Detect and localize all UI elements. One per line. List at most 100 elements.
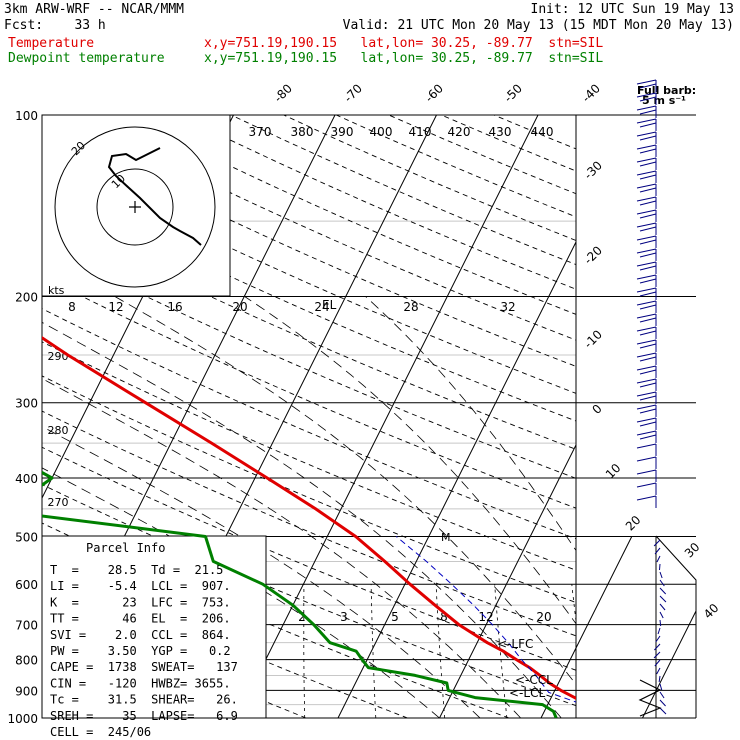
wind-barb-flag — [639, 96, 657, 102]
wind-barb — [636, 378, 657, 391]
wind-barb — [636, 157, 657, 170]
dry-adiabat — [42, 446, 576, 671]
mixing-ratio-label: 8 — [440, 610, 448, 624]
isotherm-extension — [576, 536, 633, 650]
legend-dewpoint-label: Dewpoint temperature — [8, 51, 165, 66]
wind-barb-flag — [639, 187, 657, 193]
wind-barb-flag — [636, 313, 657, 319]
el-marker: EL — [322, 298, 337, 312]
wind-barb-flag — [639, 135, 657, 141]
wind-barb-flag — [636, 248, 657, 254]
wind-barb — [636, 261, 657, 274]
isotherm-line — [439, 443, 576, 718]
wind-barb-flag — [639, 382, 657, 388]
isotherm-label: 20 — [623, 513, 644, 534]
plot-frame — [41, 114, 577, 719]
wind-barb — [636, 248, 657, 261]
theta-label-left: 270 — [48, 496, 69, 509]
wind-barb — [636, 313, 657, 326]
parcel-info-row: PW = 3.50 YGP = 0.2 — [50, 644, 231, 658]
parcel-info-row: Tc = 31.5 SHEAR= 26. — [50, 693, 238, 707]
wind-barb-lower — [657, 627, 661, 635]
wind-barb — [636, 222, 657, 235]
isotherm-label: -40 — [579, 81, 603, 105]
wind-barb-lower — [654, 547, 661, 555]
wind-barb-flag — [639, 213, 657, 219]
wind-barb-flag — [636, 339, 657, 345]
wind-barb — [636, 274, 657, 287]
wind-barb-flag — [639, 434, 657, 440]
mixing-ratio-label: 3 — [340, 610, 348, 624]
wind-barb — [636, 404, 657, 417]
wind-barb-flag — [636, 261, 657, 267]
wind-barb-lower — [658, 675, 661, 683]
mixing-ratio-label: 12 — [478, 610, 493, 624]
pressure-tick-label: 800 — [15, 654, 38, 668]
mixing-ratio-label: 20 — [232, 300, 247, 314]
dry-adiabat — [42, 125, 576, 367]
parcel-info-row: CIN = -120 HWBZ= 3655. — [50, 676, 231, 690]
wind-barb — [636, 79, 657, 92]
wind-barb-flag — [639, 330, 657, 336]
theta-label: 400 — [370, 125, 393, 139]
wind-barb-flag — [636, 326, 657, 332]
isotherm-label: 40 — [701, 601, 722, 622]
isotherm-label: -50 — [501, 81, 525, 105]
isotherm-label: -80 — [271, 81, 295, 105]
wind-barb — [636, 495, 657, 508]
dry-adiabat — [42, 341, 576, 571]
wind-barb-flag — [636, 495, 657, 501]
wind-barb — [636, 92, 657, 105]
wind-barb — [636, 365, 657, 378]
wind-barb — [636, 391, 657, 404]
isotherm-line — [337, 240, 576, 718]
wind-barb-flag — [636, 443, 657, 449]
mixing-ratio-label: 5 — [391, 610, 399, 624]
wind-barb-flag — [636, 352, 657, 358]
wind-barb-flag — [636, 118, 657, 124]
wind-barb-flag — [636, 482, 657, 488]
wind-barb-flag — [636, 92, 657, 98]
wind-barb — [636, 469, 657, 482]
wind-barb — [636, 326, 657, 339]
isotherm-label: -20 — [581, 243, 605, 267]
parcel-info-row: CELL = 245/06 — [50, 725, 151, 739]
dry-adiabat — [336, 115, 576, 218]
wind-barb-flag — [636, 144, 657, 150]
parcel-info-row: T = 28.5 Td = 21.5 — [50, 563, 223, 577]
wind-barb-flag — [636, 378, 657, 384]
mixing-ratio-label: 12 — [108, 300, 123, 314]
series-parcel-line — [395, 536, 576, 703]
wind-barb-lower — [659, 571, 663, 579]
wind-barb-flag — [639, 161, 657, 167]
wind-barb-flag — [636, 209, 657, 215]
wind-barb-flag — [636, 196, 657, 202]
pressure-tick-label: 700 — [15, 619, 38, 633]
m-marker: M — [441, 531, 451, 544]
pressure-tick-label: 1000 — [7, 712, 38, 726]
hodograph-trace — [107, 147, 202, 246]
isotherm-label: -60 — [422, 81, 446, 105]
wind-barb-flag — [636, 183, 657, 189]
wind-barb — [636, 443, 657, 456]
wind-barb-flag — [639, 369, 657, 375]
wind-barb-flag — [636, 300, 657, 306]
wind-barb — [636, 118, 657, 131]
dry-adiabat — [42, 308, 576, 540]
parcel-info-row: TT = 46 EL = 206. — [50, 612, 231, 626]
wind-barb-flag — [639, 109, 657, 115]
mixing-ratio-line — [571, 584, 576, 625]
moist-adiabat — [114, 296, 576, 686]
theta-label: 440 — [531, 125, 554, 139]
wind-barb-flag — [639, 252, 657, 258]
wind-barb-flag — [636, 430, 657, 436]
wind-barb-flag — [636, 417, 657, 423]
wind-barb-lower — [656, 667, 661, 675]
lcl-marker: <-LCL — [509, 686, 545, 700]
mixing-ratio-label: 24 — [314, 300, 329, 314]
wind-barb-lower — [653, 651, 661, 659]
header-init: Init: 12 UTC Sun 19 May 13 — [530, 2, 735, 17]
wind-barb-flag — [636, 456, 657, 462]
